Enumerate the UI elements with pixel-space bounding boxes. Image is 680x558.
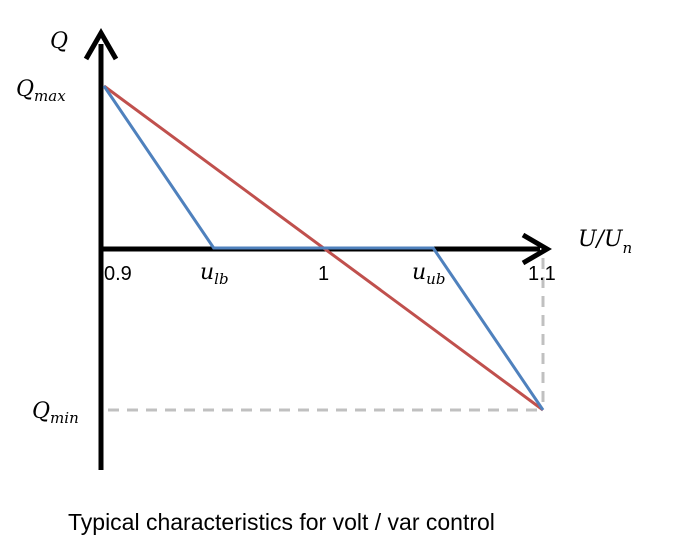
- figure-caption: Typical characteristics for volt / var c…: [68, 509, 495, 535]
- x-point-uub-subscript: ub: [426, 270, 445, 288]
- x-axis-label: U/Un: [578, 227, 632, 257]
- y-tick-qmax-subscript: max: [34, 87, 66, 105]
- y-tick-qmin-subscript: min: [50, 409, 79, 427]
- x-tick-1-1: 1.1: [528, 263, 556, 285]
- x-axis-label-subscript: n: [623, 239, 633, 257]
- y-tick-qmin-main: Q: [32, 399, 50, 424]
- y-axis-label: Q: [50, 29, 68, 54]
- y-axis-arrowhead: [83, 27, 119, 61]
- x-axis-arrowhead: [521, 232, 552, 266]
- x-tick-1: 1: [318, 263, 329, 285]
- x-point-uub: uub: [412, 260, 445, 288]
- x-point-uub-main: u: [412, 260, 426, 285]
- y-tick-qmax: Qmax: [16, 77, 66, 105]
- x-point-ulb-main: u: [200, 260, 214, 285]
- y-tick-qmin: Qmin: [32, 399, 79, 427]
- x-point-ulb: ulb: [200, 260, 229, 288]
- series-line-blue: [102, 85, 545, 411]
- y-tick-qmax-main: Q: [16, 77, 34, 102]
- x-point-ulb-subscript: lb: [214, 270, 228, 288]
- x-tick-0-9: 0.9: [104, 263, 132, 285]
- x-axis-label-main: U/U: [578, 227, 624, 252]
